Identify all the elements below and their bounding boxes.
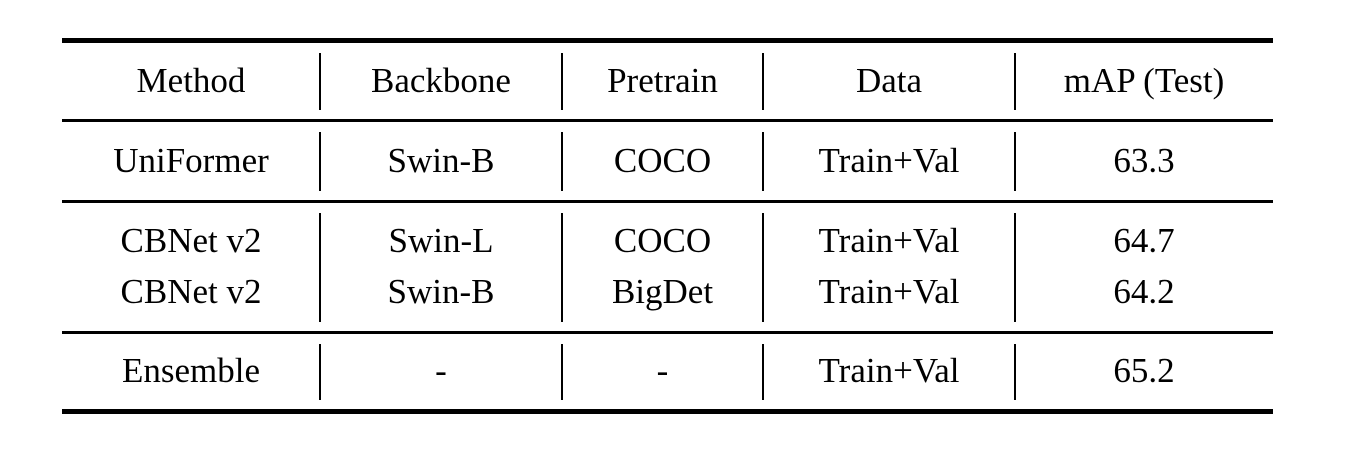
results-table: Method Backbone Pretrain Data mAP (Test)… (62, 38, 1273, 414)
table-cell: 63.3 (1014, 122, 1273, 200)
header-cell-backbone: Backbone (319, 43, 562, 119)
table-rule-top (62, 38, 1273, 43)
header-cell-pretrain: Pretrain (561, 43, 763, 119)
header-cell-map-test: mAP (Test) (1014, 43, 1273, 119)
table-cell: COCO BigDet (561, 203, 763, 331)
table-cell: Train+Val Train+Val (762, 203, 1015, 331)
table-rule-after-uniformer (62, 200, 1273, 203)
table-cell-line: 64.2 (1113, 272, 1175, 312)
table-cell: Swin-B (319, 122, 562, 200)
table-cell-line: CBNet v2 (120, 272, 262, 312)
table-cell: Train+Val (762, 122, 1015, 200)
table-cell: CBNet v2 CBNet v2 (62, 203, 320, 331)
table-cell: Ensemble (121, 351, 261, 391)
header-cell-method: Method (136, 60, 246, 100)
table-cell-line: Swin-L (388, 221, 494, 261)
table-cell-line: Train+Val (818, 272, 960, 312)
table-cell-line: Train+Val (818, 221, 960, 261)
table-header-row: Method Backbone Pretrain Data mAP (Test) (62, 43, 1273, 119)
table-cell-line: CBNet v2 (120, 221, 262, 261)
table-cell: Train+Val (762, 334, 1015, 409)
table-cell-line: Swin-B (387, 272, 495, 312)
table-cell-line: COCO (613, 221, 712, 261)
table-cell: UniFormer (113, 140, 269, 180)
table-cell-line: 64.7 (1113, 221, 1175, 261)
table-cell: - (319, 334, 562, 409)
table-row-group-cbnet: CBNet v2 CBNet v2 Swin-L Swin-B COCO Big… (62, 203, 1273, 331)
table-cell: COCO (561, 122, 763, 200)
table-cell: - (561, 334, 763, 409)
table-cell: 65.2 (1014, 334, 1273, 409)
table-rule-after-header (62, 119, 1273, 122)
header-cell-data: Data (762, 43, 1015, 119)
table-rule-after-cbnet (62, 331, 1273, 334)
table-cell: 64.7 64.2 (1014, 203, 1273, 331)
table-row-ensemble: Ensemble - - Train+Val 65.2 (62, 334, 1273, 409)
table-cell-line: BigDet (611, 272, 714, 312)
table-cell: Swin-L Swin-B (319, 203, 562, 331)
table-row-uniformer: UniFormer Swin-B COCO Train+Val 63.3 (62, 122, 1273, 200)
table-rule-bottom (62, 409, 1273, 414)
